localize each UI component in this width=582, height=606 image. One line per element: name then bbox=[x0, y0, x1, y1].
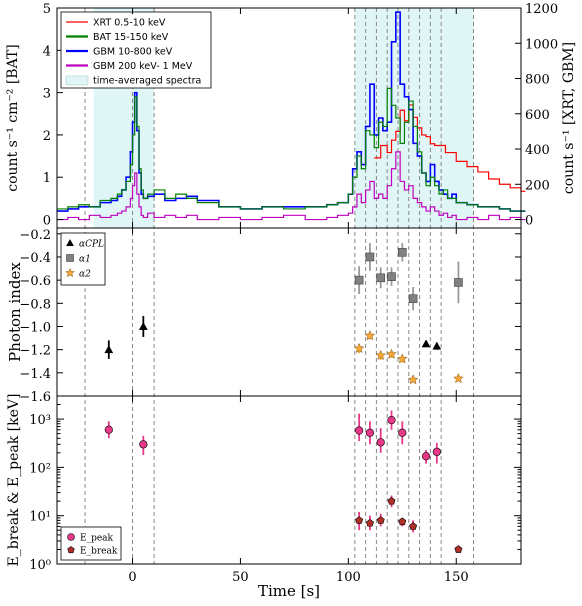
legend-bot-marker-1 bbox=[67, 546, 75, 554]
legend-mid-label-1: α1 bbox=[79, 255, 91, 265]
ylabel-bottom: E_break & E_peak [keV] bbox=[6, 394, 22, 567]
ytick-left-label-5: 5 bbox=[43, 2, 51, 17]
panel-frame-1 bbox=[56, 227, 522, 397]
mid-ytick-label-3: −1.0 bbox=[19, 320, 51, 335]
marker-bot-0-3 bbox=[365, 428, 375, 437]
marker-mid-0-2 bbox=[421, 339, 431, 348]
ytick-right-label-3: 600 bbox=[525, 108, 550, 123]
bot-ytick-label-1: 10¹ bbox=[29, 510, 51, 525]
mid-ytick-label-5: −0.6 bbox=[19, 274, 51, 289]
legend-label-4: time-averaged spectra bbox=[93, 76, 201, 87]
marker-bot-0-2 bbox=[355, 426, 364, 435]
bot-ytick-label-3: 10³ bbox=[29, 413, 51, 428]
ytick-left-label-3: 3 bbox=[43, 87, 51, 102]
legend-mid-label-2: α2 bbox=[79, 270, 91, 280]
marker-mid-1-6 bbox=[454, 278, 463, 287]
ytick-right-label-5: 1000 bbox=[525, 37, 558, 52]
ytick-right-label-0: 0 bbox=[525, 214, 533, 229]
mid-ytick-label-1: −1.4 bbox=[19, 367, 51, 382]
ytick-left-label-4: 4 bbox=[43, 44, 51, 59]
ytick-right-label-4: 800 bbox=[525, 73, 550, 88]
marker-bot-0-6 bbox=[398, 428, 407, 437]
ytick-right-label-6: 1200 bbox=[525, 2, 558, 17]
xlabel: Time [s] bbox=[258, 582, 320, 600]
series-line-2 bbox=[57, 151, 526, 221]
marker-mid-0-3 bbox=[432, 341, 442, 350]
mid-ytick-label-2: −1.2 bbox=[19, 344, 51, 359]
marker-mid-2-3 bbox=[386, 348, 397, 359]
panel-frame-2 bbox=[56, 395, 522, 565]
bot-ytick-label-2: 10² bbox=[29, 461, 51, 476]
series-line-3 bbox=[374, 104, 526, 192]
marker-bot-0-1 bbox=[139, 440, 148, 449]
xtick-label-0: 0 bbox=[128, 570, 136, 585]
marker-bot-1-3 bbox=[387, 496, 396, 505]
marker-mid-2-6 bbox=[453, 372, 464, 384]
marker-bot-0-7 bbox=[421, 452, 431, 461]
legend-label-0: XRT 0.5-10 keV bbox=[93, 18, 166, 29]
legend-box-bottom bbox=[60, 526, 122, 561]
legend-mid-label-0: αCPL bbox=[79, 240, 104, 250]
ytick-left-label-0: 0 bbox=[43, 214, 51, 229]
mid-ytick-label-0: −1.6 bbox=[19, 390, 51, 405]
series-line-0 bbox=[57, 87, 526, 212]
marker-bot-1-4 bbox=[398, 517, 407, 526]
marker-bot-1-0 bbox=[355, 516, 364, 524]
legend-bot-marker-0 bbox=[67, 533, 75, 541]
marker-mid-1-0 bbox=[354, 275, 364, 285]
ylabel-middle: Photon index bbox=[6, 262, 24, 362]
ytick-left-label-2: 2 bbox=[43, 129, 51, 144]
marker-mid-1-5 bbox=[408, 294, 418, 303]
legend-swatch-4 bbox=[65, 75, 89, 86]
mid-ytick-label-4: −0.8 bbox=[19, 297, 51, 312]
marker-mid-2-4 bbox=[396, 353, 408, 364]
ylabel-left: count s⁻¹ cm⁻² [BAT] bbox=[5, 44, 21, 191]
xtick-label-3: 150 bbox=[444, 570, 469, 585]
marker-bot-0-0 bbox=[104, 425, 113, 434]
legend-label-3: GBM 200 keV- 1 MeV bbox=[93, 61, 193, 72]
xtick-label-2: 100 bbox=[336, 570, 361, 585]
marker-mid-1-4 bbox=[398, 248, 407, 257]
legend-bot-label-1: E_break bbox=[80, 547, 118, 557]
marker-mid-2-2 bbox=[375, 349, 387, 361]
marker-mid-2-5 bbox=[407, 374, 419, 385]
marker-bot-1-5 bbox=[409, 522, 418, 530]
ytick-left-label-1: 1 bbox=[43, 171, 51, 186]
mid-ytick-label-6: −0.4 bbox=[19, 251, 51, 266]
marker-bot-0-4 bbox=[376, 438, 385, 447]
marker-mid-1-2 bbox=[376, 273, 386, 283]
legend-bot-label-0: E_peak bbox=[80, 534, 114, 544]
bot-ytick-label-0: 10⁰ bbox=[29, 558, 51, 573]
xtick-label-1: 50 bbox=[232, 570, 249, 585]
mid-ytick-label-7: −0.2 bbox=[19, 228, 51, 243]
marker-mid-1-3 bbox=[387, 272, 396, 281]
ytick-right-label-1: 200 bbox=[525, 178, 550, 193]
marker-bot-0-8 bbox=[432, 447, 441, 456]
marker-mid-2-0 bbox=[353, 342, 365, 354]
marker-bot-1-1 bbox=[365, 518, 374, 527]
ylabel-right: count s⁻¹ [XRT, GBM] bbox=[561, 42, 577, 194]
marker-bot-0-5 bbox=[387, 416, 396, 425]
legend-mid-marker-0 bbox=[66, 238, 74, 247]
marker-mid-0-1 bbox=[138, 321, 148, 330]
marker-mid-0-0 bbox=[104, 345, 114, 354]
legend-label-2: GBM 10-800 keV bbox=[93, 47, 173, 58]
marker-mid-1-1 bbox=[365, 252, 375, 262]
marker-bot-1-6 bbox=[454, 545, 463, 553]
legend-label-1: BAT 15-150 keV bbox=[93, 32, 169, 43]
marker-bot-1-2 bbox=[376, 516, 385, 524]
legend-mid-marker-1 bbox=[66, 254, 74, 262]
legend-mid-marker-2 bbox=[65, 267, 75, 278]
marker-mid-2-1 bbox=[364, 330, 376, 341]
ytick-right-label-2: 400 bbox=[525, 143, 550, 158]
